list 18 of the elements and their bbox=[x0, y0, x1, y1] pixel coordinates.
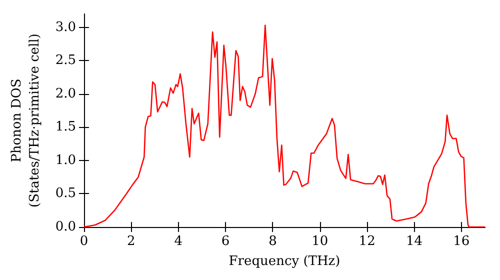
x-tick-label: 14 bbox=[406, 234, 423, 249]
x-tick-label: 0 bbox=[80, 234, 88, 249]
x-tick-label: 12 bbox=[358, 234, 376, 249]
y-tick-label: 1.5 bbox=[55, 120, 76, 135]
x-tick-label: 16 bbox=[453, 234, 470, 249]
x-tick-label: 2 bbox=[127, 234, 136, 249]
y-tick-label: 0.5 bbox=[55, 186, 76, 202]
y-tick-label: 1.0 bbox=[55, 152, 76, 168]
y-tick-label: 2.0 bbox=[55, 86, 76, 102]
x-tick-label: 4 bbox=[174, 234, 182, 249]
y-tick-label: 3.0 bbox=[55, 20, 76, 35]
x-tick-label: 8 bbox=[268, 234, 277, 249]
y-axis-title: Phonon DOS (States/THz·primitive cell) bbox=[10, 33, 42, 208]
x-tick-label: 6 bbox=[221, 234, 230, 249]
x-axis-title: Frequency (THz) bbox=[228, 254, 340, 269]
x-tick-label: 10 bbox=[312, 234, 328, 249]
y-tick-label: 2.5 bbox=[55, 53, 76, 68]
y-tick-label: 0.0 bbox=[55, 220, 76, 234]
